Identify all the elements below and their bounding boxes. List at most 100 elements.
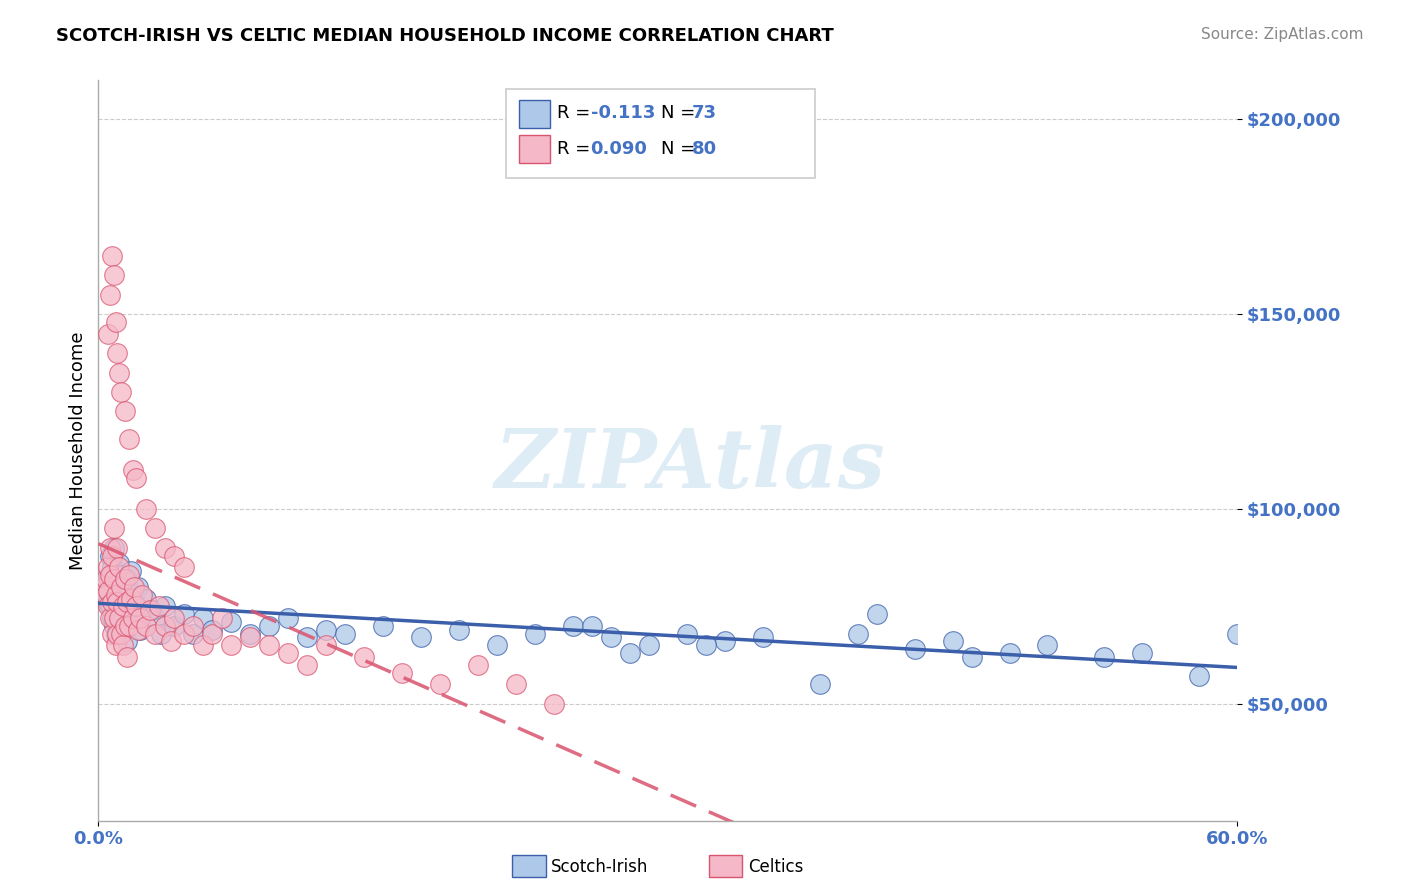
Point (467, 657, 489, 672)
Point (107, 607, 129, 621)
Point (148, 599, 170, 614)
Point (112, 638, 135, 652)
Point (173, 626, 195, 640)
Point (600, 631, 623, 645)
Point (98, 599, 121, 614)
Point (104, 638, 127, 652)
Point (98, 287, 121, 301)
Point (211, 611, 233, 625)
Point (191, 611, 214, 625)
Point (153, 599, 176, 614)
Point (100, 595, 122, 609)
Point (904, 642, 927, 657)
Point (97, 560, 120, 574)
Point (125, 599, 148, 614)
Point (114, 591, 136, 606)
Text: Scotch-Irish: Scotch-Irish (551, 858, 648, 876)
Point (259, 619, 281, 633)
Point (112, 580, 135, 594)
Point (97, 572, 120, 586)
Point (98, 541, 121, 555)
Y-axis label: Median Household Income: Median Household Income (69, 331, 87, 570)
Point (163, 611, 186, 625)
Point (201, 623, 224, 637)
Point (97, 595, 120, 609)
Point (135, 502, 157, 516)
Point (94, 572, 117, 586)
Point (846, 626, 869, 640)
Point (297, 631, 319, 645)
Point (411, 631, 433, 645)
Point (115, 595, 138, 609)
Point (1226, 626, 1249, 640)
Point (1188, 669, 1211, 683)
Point (259, 638, 281, 652)
Point (808, 677, 831, 691)
Point (159, 634, 181, 648)
Point (118, 568, 141, 582)
Point (1132, 646, 1154, 660)
Point (145, 521, 167, 535)
Point (112, 603, 135, 617)
Point (391, 665, 413, 680)
Point (107, 626, 129, 640)
Point (201, 626, 224, 640)
Point (100, 549, 122, 563)
Point (97, 326, 120, 341)
Point (94, 588, 117, 602)
Point (110, 568, 132, 582)
Point (120, 564, 142, 578)
Point (163, 549, 186, 563)
Text: R =: R = (557, 104, 596, 122)
Point (239, 631, 262, 645)
Point (103, 619, 125, 633)
Text: -0.113: -0.113 (591, 104, 655, 122)
Point (153, 619, 176, 633)
Point (449, 623, 471, 637)
Point (127, 580, 149, 594)
Point (124, 580, 146, 594)
Point (107, 595, 129, 609)
Point (118, 432, 141, 446)
Point (277, 646, 299, 660)
Point (108, 615, 131, 629)
Point (581, 619, 603, 633)
Point (107, 583, 129, 598)
Text: 0.090: 0.090 (591, 140, 647, 158)
Point (173, 560, 195, 574)
Point (125, 599, 148, 614)
Text: 73: 73 (692, 104, 717, 122)
Point (118, 583, 141, 598)
Text: N =: N = (661, 140, 700, 158)
Point (108, 560, 131, 574)
Point (107, 541, 129, 555)
Point (115, 650, 138, 665)
Text: Celtics: Celtics (748, 858, 803, 876)
Point (163, 619, 186, 633)
Point (100, 249, 122, 263)
Point (486, 638, 509, 652)
Point (97, 599, 120, 614)
Point (942, 634, 965, 648)
Text: ZIPAtlas: ZIPAtlas (495, 425, 886, 505)
Point (297, 657, 319, 672)
Point (110, 626, 132, 640)
Point (638, 638, 661, 652)
Point (121, 611, 143, 625)
Point (127, 623, 149, 637)
Point (150, 626, 173, 640)
Point (100, 626, 122, 640)
Point (114, 404, 136, 418)
Point (103, 541, 125, 555)
Point (173, 607, 195, 621)
Point (676, 626, 699, 640)
Point (121, 463, 143, 477)
Point (191, 638, 214, 652)
Point (135, 619, 157, 633)
Text: Source: ZipAtlas.com: Source: ZipAtlas.com (1201, 27, 1364, 42)
Point (752, 631, 775, 645)
Point (353, 650, 375, 665)
Point (103, 521, 125, 535)
Point (107, 346, 129, 360)
Point (543, 697, 565, 711)
